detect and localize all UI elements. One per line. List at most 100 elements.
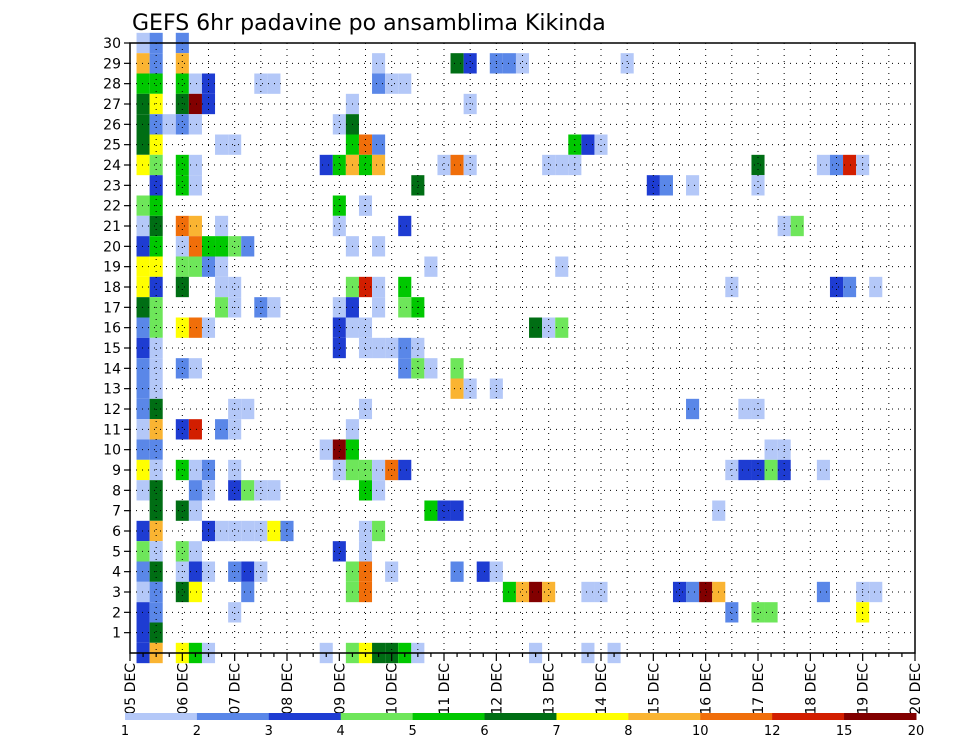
x-tick-label: 15 DEC bbox=[646, 663, 662, 715]
data-cell bbox=[332, 439, 346, 460]
data-cell bbox=[136, 358, 150, 379]
data-cell bbox=[149, 114, 163, 135]
data-cell bbox=[555, 256, 569, 277]
y-tick-label: 16 bbox=[103, 321, 121, 337]
data-cell bbox=[149, 53, 163, 74]
y-axis: 1234567891011121314151617181920212223242… bbox=[103, 36, 130, 642]
data-cell bbox=[188, 480, 202, 501]
data-cell bbox=[188, 419, 202, 440]
data-cell bbox=[228, 134, 242, 155]
data-cell bbox=[215, 520, 229, 542]
data-cell bbox=[411, 358, 425, 379]
data-cell bbox=[385, 73, 399, 94]
data-cell bbox=[136, 419, 150, 440]
data-cell bbox=[149, 378, 163, 399]
y-tick-label: 10 bbox=[103, 443, 121, 459]
colorbar-label: 1 bbox=[121, 724, 129, 739]
data-cell bbox=[228, 276, 242, 298]
data-cell bbox=[162, 114, 176, 135]
data-cell bbox=[136, 602, 150, 623]
data-cell bbox=[188, 581, 202, 603]
data-cell bbox=[175, 276, 189, 298]
data-cell bbox=[672, 581, 687, 603]
colorbar-label: 15 bbox=[836, 724, 853, 739]
data-cell bbox=[149, 419, 163, 440]
data-cell bbox=[136, 581, 150, 603]
data-cell bbox=[188, 541, 202, 562]
y-tick-label: 19 bbox=[103, 260, 121, 276]
data-cell bbox=[267, 480, 281, 501]
data-cell bbox=[241, 480, 255, 501]
data-cell bbox=[542, 581, 556, 603]
data-cell bbox=[175, 215, 189, 237]
data-cell bbox=[542, 154, 556, 176]
colorbar-label: 6 bbox=[480, 724, 488, 739]
data-cell bbox=[149, 236, 163, 257]
data-cell bbox=[175, 500, 189, 521]
data-cell bbox=[175, 236, 189, 257]
data-cell bbox=[136, 561, 150, 582]
data-cell bbox=[529, 317, 543, 338]
data-cell bbox=[398, 73, 412, 94]
data-cell bbox=[136, 154, 150, 176]
data-cell bbox=[699, 581, 713, 603]
colorbar-swatch bbox=[412, 713, 486, 720]
data-cell bbox=[829, 154, 844, 176]
data-cell bbox=[149, 215, 163, 237]
x-tick-label: 08 DEC bbox=[280, 663, 296, 715]
data-cell bbox=[319, 154, 333, 176]
colorbar-swatch bbox=[125, 713, 198, 720]
data-cell bbox=[136, 195, 150, 216]
colorbar-label: 4 bbox=[337, 724, 345, 739]
data-cell bbox=[529, 581, 543, 603]
colorbar-label: 10 bbox=[692, 724, 709, 739]
data-cell bbox=[188, 73, 202, 94]
y-tick-label: 12 bbox=[103, 402, 121, 418]
data-cell bbox=[136, 256, 150, 277]
data-cell bbox=[751, 602, 765, 623]
data-cell bbox=[372, 520, 386, 542]
data-cell bbox=[188, 358, 202, 379]
colorbar: 1 2 3 4 5 6 7 8 10 12 15 20 bbox=[121, 713, 924, 739]
y-tick-label: 7 bbox=[112, 504, 121, 520]
data-cell bbox=[188, 175, 202, 196]
colorbar-swatch bbox=[844, 713, 917, 720]
data-cell bbox=[188, 154, 202, 176]
x-tick-label: 13 DEC bbox=[542, 663, 558, 715]
data-cell bbox=[358, 276, 373, 298]
grid-lines bbox=[130, 43, 915, 653]
data-cell bbox=[228, 520, 242, 542]
data-cell bbox=[136, 398, 150, 420]
data-cell bbox=[738, 459, 752, 481]
data-cell bbox=[136, 93, 150, 115]
data-cell bbox=[751, 398, 765, 420]
data-cell bbox=[372, 276, 386, 298]
data-cell bbox=[175, 175, 189, 196]
data-cell bbox=[215, 276, 229, 298]
data-cell bbox=[188, 561, 202, 582]
colorbar-swatch bbox=[196, 713, 270, 720]
data-cell bbox=[476, 561, 490, 582]
x-axis: 05 DEC 06 DEC 07 DEC 08 DEC 09 DEC 10 DEC 11 D… bbox=[123, 653, 924, 715]
data-cell bbox=[188, 500, 202, 521]
data-cell bbox=[738, 398, 752, 420]
data-cell bbox=[188, 256, 202, 277]
data-cell bbox=[659, 175, 673, 196]
data-cell bbox=[594, 134, 608, 155]
x-tick-label: 07 DEC bbox=[228, 663, 244, 715]
data-cell bbox=[398, 276, 412, 298]
data-cell bbox=[463, 154, 477, 176]
data-cell bbox=[228, 602, 242, 623]
data-cell bbox=[149, 73, 163, 94]
data-cell bbox=[450, 561, 464, 582]
data-cell bbox=[241, 236, 255, 257]
data-cells bbox=[136, 32, 883, 664]
data-cell bbox=[149, 154, 163, 176]
data-cell bbox=[463, 53, 477, 74]
data-cell bbox=[149, 500, 163, 521]
data-cell bbox=[790, 215, 804, 237]
chart-title: GEFS 6hr padavine po ansamblima Kikinda bbox=[132, 11, 606, 36]
data-cell bbox=[175, 541, 189, 562]
data-cell bbox=[188, 236, 202, 257]
